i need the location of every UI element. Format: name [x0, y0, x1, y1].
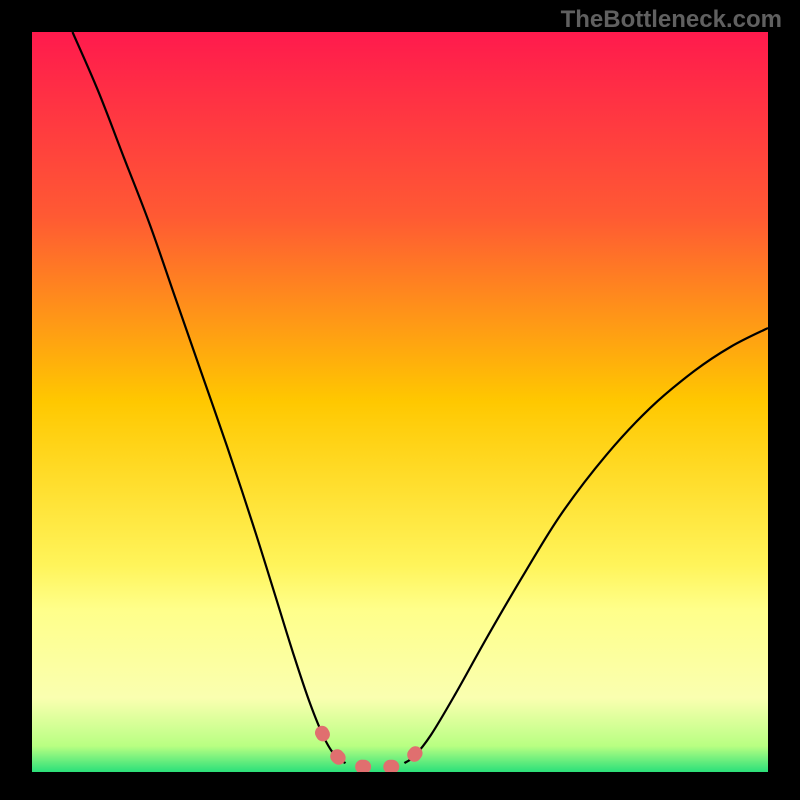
chart-svg — [32, 32, 768, 772]
watermark-text: TheBottleneck.com — [561, 6, 782, 34]
plot-area — [32, 32, 768, 772]
